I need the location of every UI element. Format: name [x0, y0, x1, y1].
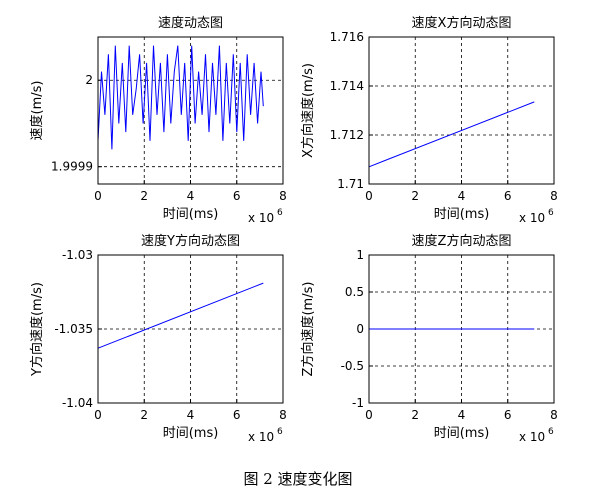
chart4-x-tick-label: 8	[550, 408, 558, 422]
chart2-x-tick-label: 0	[365, 189, 373, 203]
chart2-x-exponent: 6	[548, 208, 554, 218]
chart3-y-label: Y方向速度(m/s)	[29, 282, 45, 377]
chart1-axes-box	[97, 36, 284, 185]
chart2-x-tick-label: 6	[504, 189, 512, 203]
chart4-axes-box	[368, 254, 555, 404]
chart3-y-tick-label: -1.04	[62, 396, 93, 410]
chart1-x-label: 时间(ms)	[163, 207, 219, 222]
chart3-x-label: 时间(ms)	[163, 426, 219, 441]
chart3-x-exponent: 6	[277, 427, 283, 437]
chart2-y-tick-label: 1.716	[330, 30, 364, 44]
chart4-x-tick-label: 6	[504, 408, 512, 422]
chart4-x-tick-label: 4	[458, 408, 466, 422]
chart2-x-exponent-label: x 10	[519, 211, 545, 225]
chart4-x-exponent: 6	[548, 427, 554, 437]
chart3-x-tick-label: 8	[279, 408, 287, 422]
chart1-x-exponent: 6	[277, 208, 283, 218]
chart1-y-tick-label: 1.9999	[51, 160, 93, 174]
chart3-y-tick-label: -1.03	[62, 248, 93, 262]
chart3-series-line	[97, 282, 264, 349]
chart1-title: 速度动态图	[158, 15, 223, 31]
chart3-x-tick-label: 6	[233, 408, 241, 422]
chart4-x-label: 时间(ms)	[434, 426, 490, 441]
chart1-x-tick-label: 2	[140, 189, 148, 203]
chart4-title: 速度Z方向动态图	[412, 233, 512, 249]
chart3-x-exponent-label: x 10	[248, 430, 274, 444]
chart1-x-tick-label: 0	[94, 189, 102, 203]
chart4-x-exponent-label: x 10	[519, 430, 545, 444]
chart4-y-tick-label: 0.5	[345, 285, 364, 299]
chart3-x-tick-label: 0	[94, 408, 102, 422]
chart2-x-label: 时间(ms)	[434, 207, 490, 222]
chart2-x-tick-label: 4	[458, 189, 466, 203]
chart2-axes-box	[368, 36, 555, 185]
chart2-y-tick-label: 1.714	[330, 79, 364, 93]
chart2-title: 速度X方向动态图	[412, 15, 512, 31]
chart4-x-tick-label: 0	[365, 408, 373, 422]
chart2-y-tick-label: 1.71	[337, 177, 364, 191]
chart1-y-tick-label: 2	[85, 73, 93, 87]
chart4-x-tick-label: 2	[411, 408, 419, 422]
chart3-y-tick-label: -1.035	[54, 322, 93, 336]
chart4-y-tick-label: -1	[352, 396, 364, 410]
chart1-series-line	[97, 45, 264, 150]
chart2-y-label: X方向速度(m/s)	[300, 63, 316, 158]
figure-caption: 图 2 速度变化图	[243, 470, 353, 488]
chart2-y-tick-label: 1.712	[330, 128, 364, 142]
chart2-series-line	[368, 101, 535, 168]
chart3-x-tick-label: 4	[187, 408, 195, 422]
chart3-axes-box	[97, 254, 284, 404]
chart1-x-tick-label: 4	[187, 189, 195, 203]
chart2-x-tick-label: 2	[411, 189, 419, 203]
chart2-x-tick-label: 8	[550, 189, 558, 203]
chart1-y-label: 速度(m/s)	[29, 81, 45, 141]
chart1-x-tick-label: 8	[279, 189, 287, 203]
chart1-x-tick-label: 6	[233, 189, 241, 203]
chart4-y-tick-label: -0.5	[341, 359, 364, 373]
chart4-y-label: Z方向速度(m/s)	[300, 282, 316, 377]
chart3-title: 速度Y方向动态图	[141, 233, 240, 249]
chart3-x-tick-label: 2	[140, 408, 148, 422]
chart4-y-tick-label: 1	[356, 248, 364, 262]
chart4-y-tick-label: 0	[356, 322, 364, 336]
chart1-x-exponent-label: x 10	[248, 211, 274, 225]
